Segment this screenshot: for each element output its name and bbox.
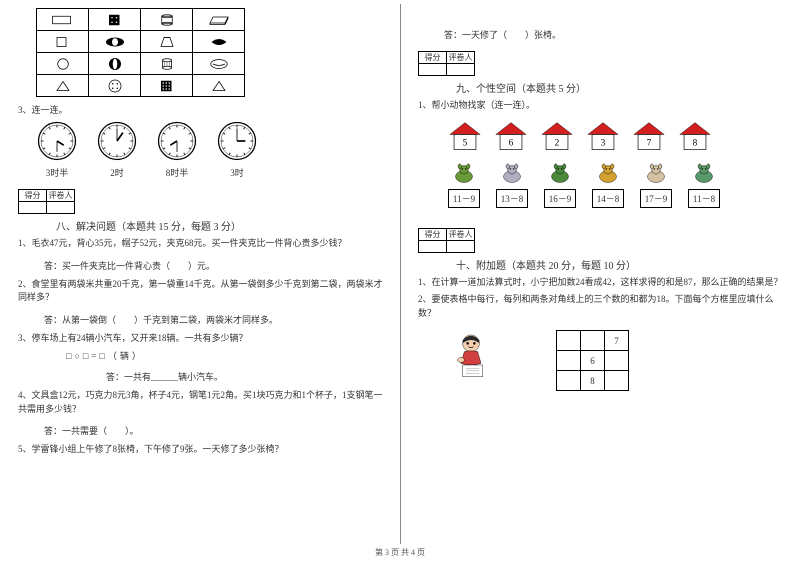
q9-1: 1、帮小动物找家（连一连）。 (418, 99, 784, 113)
animal-expression: 14－8 (592, 189, 625, 208)
animal-item: 11－8 (684, 163, 724, 208)
score-cell: 得分 (19, 190, 47, 202)
ans8-4: 答：一共需要（ ）。 (44, 424, 384, 437)
svg-text:6: 6 (509, 138, 514, 148)
svg-text:7: 7 (647, 138, 652, 148)
magic-square-grid: 7 6 8 (556, 330, 629, 391)
section-8-title: 八、解决问题（本题共 15 分，每题 3 分） (56, 218, 384, 233)
house-item: 6 (492, 121, 530, 155)
left-column: 3、连一连。 3时半 2时 8时半 3时 得分评卷人 八、解决问题（本题共 15… (0, 0, 400, 545)
q3-label: 3、连一连。 (18, 103, 384, 116)
clock-2: 2时 (96, 120, 138, 179)
animal-item: 14－8 (588, 163, 628, 208)
clock-label-3: 8时半 (156, 166, 198, 179)
clock-1: 3时半 (36, 120, 78, 179)
page-footer: 第 3 页 共 4 页 (0, 545, 800, 558)
clock-4: 3时 (216, 120, 258, 179)
score-box-section9: 得分评卷人 (418, 51, 784, 76)
reviewer-cell: 评卷人 (47, 190, 75, 202)
clock-label-4: 3时 (216, 166, 258, 179)
clock-label-2: 2时 (96, 166, 138, 179)
clock-label-1: 3时半 (36, 166, 78, 179)
grid-cell: 7 (605, 331, 629, 351)
kid-icon (446, 330, 496, 382)
reviewer-cell: 评卷人 (447, 228, 475, 240)
q8-5: 5、学雷锋小组上午修了8张椅，下午修了9张。一天修了多少张椅？ (18, 443, 384, 457)
q10-1: 1、在计算一道加法算式时，小宁把加数24看成42，这样求得的和是87，那么正确的… (418, 276, 784, 290)
house-item: 2 (538, 121, 576, 155)
animal-item: 17－9 (636, 163, 676, 208)
shape-matching-table (36, 8, 245, 97)
animal-expression: 11－9 (448, 189, 480, 208)
score-box-section8: 得分评卷人 (18, 189, 384, 214)
q8-1: 1、毛衣47元，背心35元，帽子52元，夹克68元。买一件夹克比一件背心贵多少钱… (18, 237, 384, 251)
grid-cell: 6 (581, 351, 605, 371)
house-item: 7 (630, 121, 668, 155)
q8-4: 4、文具盒12元，巧克力8元3角，杯子4元，钢笔1元2角。买1块巧克力和1个杯子… (18, 389, 384, 416)
svg-text:5: 5 (463, 138, 468, 148)
animal-expression: 17－9 (640, 189, 673, 208)
section-10-title: 十、附加题（本题共 20 分，每题 10 分） (456, 257, 784, 272)
house-item: 3 (584, 121, 622, 155)
houses-row: 5 6 2 3 7 8 (446, 121, 784, 155)
animal-expression: 16－9 (544, 189, 577, 208)
score-box-section10: 得分评卷人 (418, 228, 784, 253)
q8-3-equation: □○□=□（辆） (66, 349, 384, 362)
grid-cell: 8 (581, 371, 605, 391)
q8-2: 2、食堂里有两袋米共重20千克，第一袋重14千克。从第一袋倒多少千克到第二袋，两… (18, 278, 384, 305)
ans8-1: 答：买一件夹克比一件背心贵（ ）元。 (44, 259, 384, 272)
score-cell: 得分 (419, 52, 447, 64)
animal-expression: 11－8 (688, 189, 720, 208)
house-item: 5 (446, 121, 484, 155)
svg-text:8: 8 (693, 138, 698, 148)
animal-item: 13－8 (492, 163, 532, 208)
animal-item: 16－9 (540, 163, 580, 208)
house-item: 8 (676, 121, 714, 155)
animal-expression: 13－8 (496, 189, 529, 208)
ans8-2: 答：从第一袋倒（ ）千克到第二袋，两袋米才同样多。 (44, 313, 384, 326)
ans8-3: 答：一共有______辆小汽车。 (106, 370, 384, 383)
reviewer-cell: 评卷人 (447, 52, 475, 64)
section-9-title: 九、个性空间（本题共 5 分） (456, 80, 784, 95)
svg-text:2: 2 (555, 138, 560, 148)
svg-text:3: 3 (601, 138, 606, 148)
animal-item: 11－9 (444, 163, 484, 208)
q10-2-layout: 7 6 8 (446, 330, 784, 391)
q10-2: 2、要使表格中每行，每列和两条对角线上的三个数的和都为18。下面每个方框里应填什… (418, 293, 784, 320)
q8-3: 3、停车场上有24辆小汽车，又开来18辆。一共有多少辆？ (18, 332, 384, 346)
clocks-row: 3时半 2时 8时半 3时 (36, 120, 384, 179)
ans-top: 答：一天修了（ ）张椅。 (444, 28, 784, 41)
right-column: 答：一天修了（ ）张椅。 得分评卷人 九、个性空间（本题共 5 分） 1、帮小动… (400, 0, 800, 545)
score-cell: 得分 (419, 228, 447, 240)
clock-3: 8时半 (156, 120, 198, 179)
animals-row: 11－9 13－8 16－9 14－8 17－9 11－8 (444, 163, 784, 208)
